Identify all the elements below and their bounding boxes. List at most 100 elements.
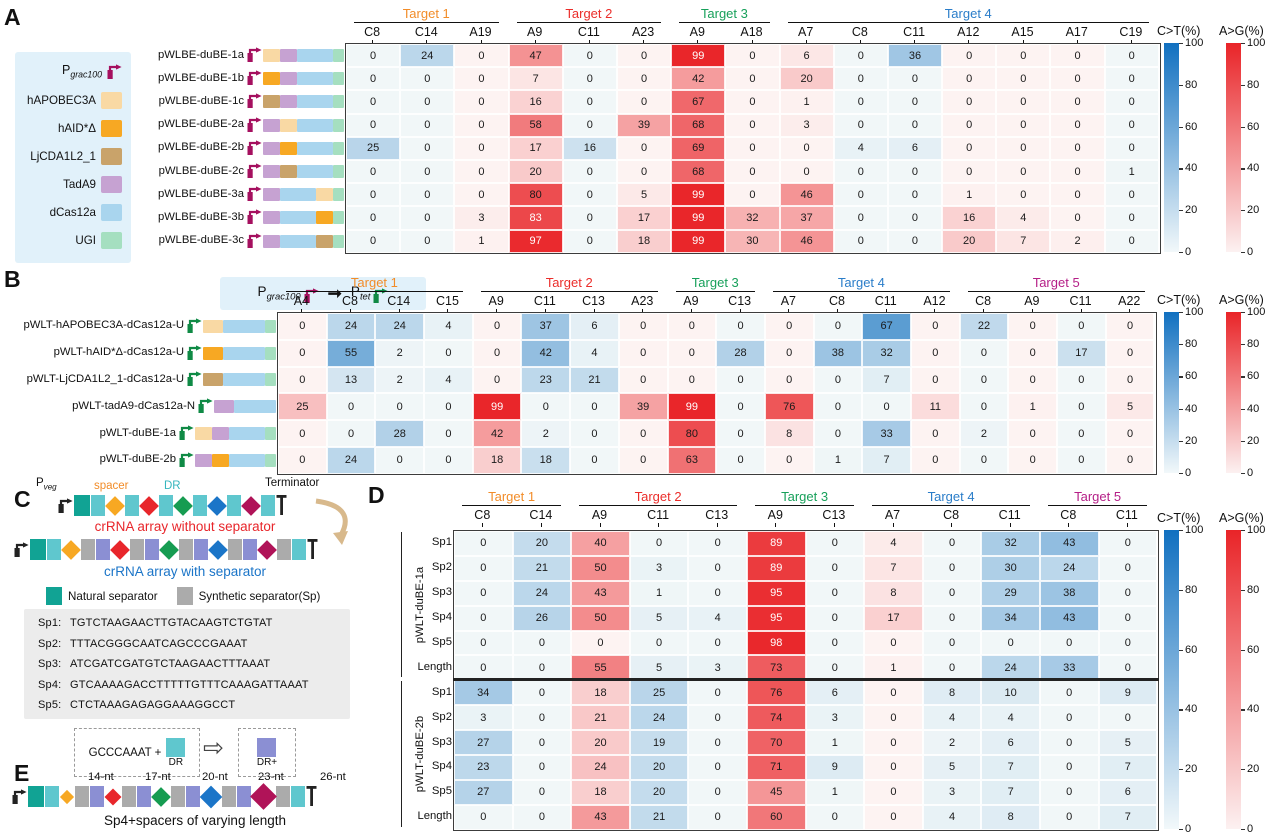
heatmap-cell: 9	[805, 755, 865, 780]
synthetic-separator-block	[276, 786, 290, 807]
natural-separator-block	[30, 539, 46, 560]
heatmap-cell: 0	[764, 446, 814, 474]
heatmap-cell: 8	[981, 804, 1040, 830]
target-underline	[286, 291, 463, 293]
heatmap-cell: 39	[618, 393, 668, 421]
heatmap-cell: 5	[616, 183, 672, 207]
heatmap-cell: 0	[454, 605, 513, 631]
heatmap-cell: 0	[472, 366, 522, 394]
heatmap-cell: 67	[862, 313, 911, 340]
dr-block	[47, 539, 61, 560]
heatmap-cell: 0	[716, 313, 765, 340]
sequence-name: Sp4:	[38, 678, 62, 691]
heatmap-cell: 0	[1104, 183, 1159, 207]
promoter-swap-box: Pgrac100 ➞ Ptet	[220, 277, 426, 310]
heatmap-cell: 5	[629, 605, 689, 631]
heatmap-cell: 40	[571, 531, 630, 556]
heatmap-cell: 0	[1105, 446, 1155, 474]
heatmap-cell: 68	[671, 113, 726, 137]
heatmap-cell: 16	[942, 206, 997, 230]
heatmap-cell: 0	[688, 680, 747, 706]
terminator-icon	[307, 539, 318, 560]
nt-length-label: 14-nt	[88, 771, 114, 783]
heatmap-cell: 0	[864, 680, 923, 706]
heatmap-cell: 36	[887, 44, 943, 68]
target-underline	[967, 291, 1145, 293]
heatmap-cell: 45	[746, 779, 806, 805]
drplus-block	[186, 786, 200, 807]
heatmap-cell: 5	[1098, 730, 1158, 756]
construct-row: pWLBE-duBE-2b	[128, 136, 344, 159]
heatmap-cell: 0	[629, 630, 689, 656]
heatmap-cell: 0	[779, 136, 834, 160]
heatmap-cell: 0	[959, 446, 1009, 474]
heatmap-cell: 0	[1057, 366, 1106, 394]
synthetic-separator-block	[179, 539, 193, 560]
construct-segment-ugi	[265, 453, 276, 467]
heatmap-cell: 0	[959, 339, 1009, 367]
promoter-arrow-icon	[14, 542, 29, 557]
heatmap-cell: 0	[1039, 705, 1099, 731]
heatmap-cell: 0	[887, 229, 943, 253]
dr-block	[291, 786, 305, 807]
construct-bar	[247, 209, 344, 225]
row-label: Sp1	[431, 685, 452, 698]
heatmap-cell: 99	[667, 393, 717, 421]
target-group-label: Target 5	[1074, 489, 1122, 504]
sequence-line: Sp1: TGTCTAAGAACTTGTACAAGTCTGTAT	[38, 613, 350, 634]
colorbar-tick-label: 60	[1247, 370, 1260, 383]
heatmap-cell: 0	[922, 580, 982, 606]
colorbar-tick	[1179, 252, 1183, 254]
heatmap-cell: 95	[746, 580, 806, 606]
panel-d-rows: Sp1 Sp2 Sp3 Sp4 Sp5 Length Sp1 Sp2 Sp3 Sp4 Sp5 Leng…	[404, 530, 452, 829]
heatmap-cell: 22	[959, 313, 1009, 340]
heatmap-cell: 0	[725, 183, 780, 207]
heatmap-cell: 97	[508, 229, 563, 253]
promoter-arrow-icon	[247, 47, 262, 63]
column-label: A22	[1118, 294, 1141, 308]
target-group-label: Target 4	[944, 6, 992, 21]
heatmap-cell: 0	[618, 366, 668, 394]
spacer-label: spacer	[94, 480, 129, 492]
dr-block	[193, 495, 207, 516]
target-group-label: Target 3	[700, 6, 748, 21]
heatmap-cell: 24	[326, 313, 376, 340]
column-tick	[447, 309, 449, 313]
nt-length-label: 17-nt	[145, 771, 171, 783]
heatmap-cell: 99	[671, 229, 726, 253]
construct-segment-dcas12a	[223, 346, 265, 360]
heatmap-cell: 1	[805, 730, 865, 756]
heatmap-cell: 4	[570, 339, 619, 367]
colorbar-tick	[1179, 344, 1183, 346]
heatmap-cell: 13	[326, 366, 376, 394]
construct-row: pWLBE-duBE-2a	[128, 113, 344, 136]
target-underline	[679, 22, 770, 24]
row-label: pWLBE-duBE-3c	[158, 234, 244, 247]
column-label: C8	[474, 508, 491, 522]
construct-bar	[198, 398, 276, 414]
heatmap-cell: 24	[512, 580, 572, 606]
heatmap-cell: 0	[688, 804, 747, 830]
heatmap-cell: 0	[887, 159, 943, 184]
column-tick	[892, 523, 894, 527]
construct-segment-dcas12a	[229, 427, 265, 441]
row-label: pWLBE-duBE-1a	[157, 48, 244, 61]
heatmap-cell: 0	[1039, 730, 1099, 756]
legend-item: TadA9	[15, 170, 131, 198]
natural-separator-block	[74, 495, 90, 516]
heatmap-cell: 33	[1039, 655, 1099, 681]
heatmap-cell: 0	[278, 339, 327, 367]
synthetic-separator-block	[277, 539, 291, 560]
heatmap-cell: 27	[454, 779, 513, 805]
construct-bar	[187, 318, 276, 333]
colorbar-tick	[1179, 376, 1183, 378]
row-label: pWLBE-duBE-3b	[157, 210, 244, 223]
heatmap-cell: 0	[400, 136, 455, 160]
block-bracket	[401, 532, 403, 678]
heatmap-cell: 2	[922, 730, 982, 756]
promoter-arrow-icon	[247, 70, 262, 86]
colorbar-tick	[1179, 649, 1183, 651]
heatmap-cell: 6	[570, 313, 619, 340]
heatmap-cell: 0	[864, 755, 923, 780]
heatmap-cell: 0	[326, 393, 376, 421]
